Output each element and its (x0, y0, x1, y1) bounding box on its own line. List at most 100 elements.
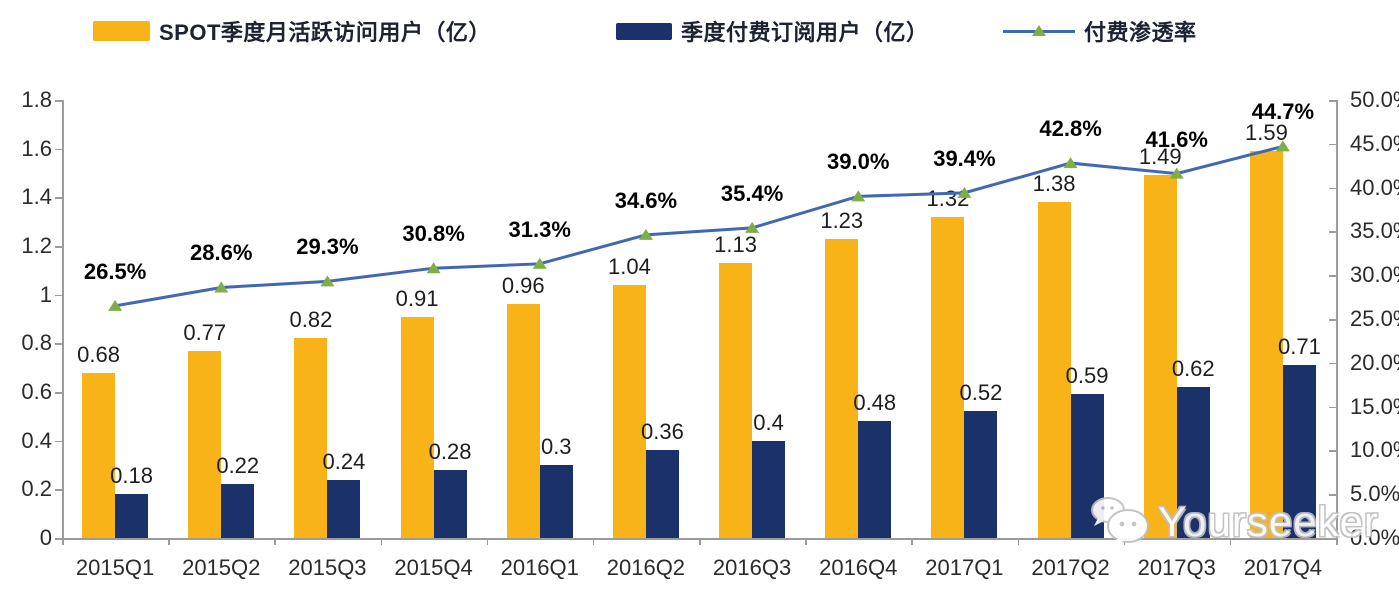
penetration-label: 34.6% (614, 187, 678, 213)
y-tick-label: 0 (39, 525, 52, 550)
x-tick-label: 2017Q4 (1243, 555, 1323, 580)
bar-subs-2015Q2 (221, 484, 255, 538)
right-axis-tick (1329, 494, 1336, 496)
x-tick-label: 2015Q4 (394, 555, 473, 580)
bar-mau-2016Q4 (825, 238, 859, 538)
penetration-marker (638, 228, 653, 240)
legend-item-subs: 季度付费订阅用户（亿） (616, 16, 929, 46)
penetration-label: 29.3% (296, 234, 359, 260)
right-axis-tick (1329, 100, 1336, 102)
left-axis-tick (55, 197, 62, 199)
left-axis-tick (55, 294, 62, 297)
y-tick-label: 0.8 (21, 330, 52, 356)
bar-subs-2017Q1 (964, 411, 998, 538)
x-axis-tick (168, 538, 170, 545)
right-tick-label: 45.0% (1350, 130, 1399, 156)
bar-value-label-mau: 1.04 (607, 253, 651, 279)
x-tick-label: 2016Q4 (819, 555, 898, 580)
bar-mau-2016Q2 (612, 284, 646, 538)
bar-value-label-subs: 0.48 (853, 390, 897, 416)
right-tick-label: 10.0% (1350, 437, 1399, 463)
x-axis-tick (62, 538, 64, 545)
right-tick-label: 50.0% (1350, 87, 1399, 112)
x-tick-label: 2015Q2 (182, 555, 261, 580)
y-tick-label: 0.6 (21, 379, 52, 404)
y-tick-label: 1.6 (21, 135, 52, 161)
left-axis-tick (55, 489, 62, 491)
bar-value-label-subs: 0.52 (959, 380, 1003, 406)
bar-value-label-subs: 0.59 (1065, 363, 1109, 389)
right-axis-line (1336, 100, 1338, 538)
bar-subs-2015Q3 (327, 479, 361, 538)
x-axis-tick (699, 538, 701, 545)
watermark-text: Yourseeker (1158, 498, 1379, 545)
x-tick-label: 2015Q3 (288, 555, 367, 580)
bar-value-label-mau: 1.59 (1244, 120, 1288, 146)
legend-label-penetration: 付费渗透率 (1084, 20, 1197, 45)
y-tick-label: 1.8 (21, 87, 52, 112)
bar-value-label-mau: 0.82 (289, 307, 333, 333)
x-axis-tick (1336, 538, 1338, 545)
right-tick-label: 30.0% (1350, 262, 1399, 288)
right-axis-tick (1329, 362, 1336, 365)
bar-subs-2015Q4 (433, 469, 467, 538)
right-axis-tick (1329, 319, 1336, 321)
bar-mau-2015Q3 (294, 338, 328, 538)
penetration-label: 44.7% (1251, 99, 1315, 125)
legend-line-marker-icon (1003, 24, 1075, 38)
bar-value-label-mau: 0.91 (395, 285, 439, 311)
penetration-marker (851, 190, 866, 202)
y-tick-label: 0.4 (21, 427, 52, 453)
y-tick-label: 1 (39, 281, 52, 307)
x-axis-tick (486, 538, 489, 545)
left-axis-tick (55, 538, 62, 540)
bar-value-label-subs: 0.62 (1171, 356, 1215, 382)
bar-mau-2015Q1 (82, 372, 116, 538)
y-tick-label: 0.2 (21, 476, 52, 502)
x-tick-label: 2016Q1 (500, 555, 579, 580)
legend-swatch-subs-icon (616, 22, 672, 40)
x-tick-label: 2017Q1 (925, 555, 1004, 580)
x-axis-tick (1229, 538, 1232, 545)
penetration-label: 41.6% (1145, 126, 1208, 152)
left-axis-tick (55, 246, 62, 248)
bar-value-label-subs: 0.36 (640, 419, 684, 445)
legend-item-penetration: 付费渗透率 (1003, 16, 1197, 46)
bar-mau-2016Q1 (506, 304, 540, 538)
penetration-marker (532, 257, 547, 269)
bar-value-label-subs: 0.4 (753, 409, 784, 435)
right-axis-tick (1329, 538, 1336, 540)
right-axis-tick (1329, 406, 1336, 409)
right-tick-label: 0.0% (1350, 525, 1399, 550)
bar-subs-2017Q3 (1176, 387, 1210, 538)
penetration-label: 39.0% (827, 149, 890, 175)
penetration-marker (1063, 157, 1078, 169)
x-tick-label: 2017Q3 (1137, 555, 1216, 580)
right-tick-label: 40.0% (1350, 174, 1399, 200)
y-tick-label: 1.2 (21, 233, 52, 258)
x-axis-tick (1017, 538, 1019, 545)
right-axis-tick (1329, 275, 1336, 277)
x-axis-tick (380, 538, 382, 545)
right-axis-tick (1329, 143, 1336, 146)
bar-value-label-mau: 1.13 (714, 232, 757, 258)
bar-value-label-mau: 1.38 (1032, 171, 1076, 197)
penetration-label: 28.6% (190, 240, 253, 266)
right-axis-tick (1329, 231, 1336, 233)
penetration-label: 42.8% (1039, 116, 1102, 142)
y-tick-label: 1.4 (21, 184, 52, 210)
penetration-label: 31.3% (508, 216, 571, 242)
bar-value-label-mau: 0.77 (183, 319, 227, 345)
bar-subs-2015Q1 (115, 494, 149, 538)
bar-mau-2017Q1 (931, 216, 965, 538)
right-tick-label: 5.0% (1350, 481, 1399, 507)
right-tick-label: 25.0% (1350, 306, 1399, 331)
bar-subs-2016Q2 (645, 450, 679, 538)
left-axis-tick (55, 392, 62, 394)
left-axis-line (62, 100, 64, 538)
bar-mau-2016Q3 (719, 263, 753, 538)
bar-value-label-mau: 0.96 (501, 273, 545, 299)
right-axis-tick (1329, 450, 1336, 452)
penetration-marker (108, 299, 123, 311)
